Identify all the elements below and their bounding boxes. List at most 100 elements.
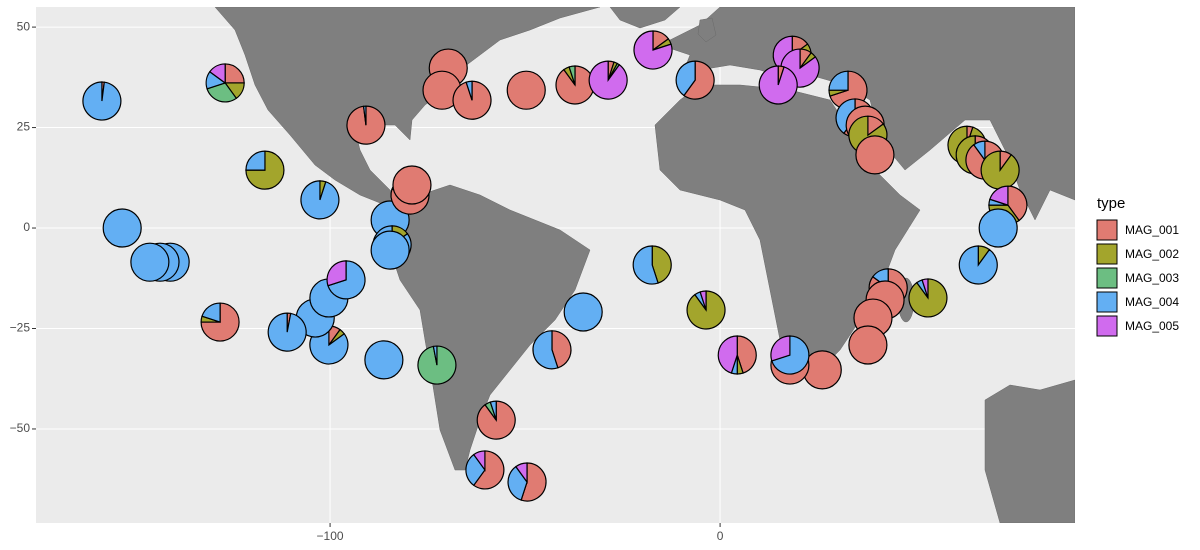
pie-slice	[828, 70, 849, 91]
pie	[980, 150, 1020, 190]
pie	[632, 245, 672, 285]
pie-slice	[507, 465, 528, 501]
pie-slice	[633, 30, 673, 70]
legend-label: MAG_003	[1125, 271, 1179, 285]
x-tick-label: 0	[717, 529, 724, 543]
pie	[588, 60, 628, 100]
legend-label: MAG_002	[1125, 247, 1179, 261]
pie-slice	[699, 290, 707, 311]
pie	[326, 260, 366, 300]
pie	[82, 81, 122, 121]
pie	[267, 312, 307, 352]
pie-slice	[465, 453, 486, 487]
pie-slice	[632, 245, 659, 285]
y-tick-label: 0	[23, 220, 30, 234]
y-tick-label: 50	[17, 19, 31, 33]
pie	[675, 60, 715, 100]
pie-slice	[958, 245, 998, 285]
legend: MAG_001 MAG_002 MAG_003 MAG_004 MAG_005	[1096, 219, 1179, 337]
pie-slice	[362, 105, 367, 126]
pie	[555, 65, 595, 105]
legend-label: MAG_005	[1125, 319, 1179, 333]
pie-slice	[921, 278, 929, 299]
pie-slice	[980, 150, 1020, 190]
pies	[82, 30, 1028, 502]
pie	[465, 450, 505, 490]
pie	[476, 400, 516, 440]
pie-slice	[848, 325, 888, 365]
pie-slice	[835, 98, 856, 135]
land	[214, 7, 1075, 523]
pie	[758, 65, 798, 105]
pie	[848, 325, 888, 365]
south-america	[389, 184, 591, 471]
pie-slice	[465, 80, 473, 101]
pie-slice	[758, 65, 798, 105]
pie-slice	[201, 302, 221, 323]
axes: −100 0 −50 −25 0 25 50	[10, 19, 724, 543]
legend-swatch	[1096, 243, 1118, 265]
pie	[633, 30, 673, 70]
pie	[200, 302, 240, 342]
pie-slice	[364, 340, 404, 380]
y-tick-label: −50	[10, 421, 31, 435]
pie-slice	[855, 135, 895, 175]
pie	[364, 340, 404, 380]
pie-slice	[370, 230, 410, 270]
pie	[686, 290, 726, 330]
pie-slice	[515, 462, 528, 484]
pie-slice	[651, 245, 672, 284]
legend-title: type	[1097, 195, 1125, 212]
pie-slice	[736, 335, 757, 374]
y-tick-label: 25	[17, 120, 31, 134]
pie-slice	[102, 208, 142, 248]
x-tick-label: −100	[317, 529, 344, 543]
pie	[346, 105, 386, 145]
pie-slice	[563, 292, 603, 332]
pie	[417, 345, 457, 385]
y-tick-label: −25	[10, 321, 31, 335]
legend-label: MAG_001	[1125, 223, 1179, 237]
pie-slice	[588, 60, 628, 100]
pie-slice	[551, 330, 572, 369]
pie-slice	[472, 450, 486, 472]
pie-slice	[989, 185, 1009, 206]
pie	[908, 278, 948, 318]
pie	[978, 208, 1018, 248]
pie-slice	[489, 400, 497, 421]
pie-slice	[200, 302, 240, 342]
pie	[507, 462, 547, 502]
pie	[717, 335, 757, 375]
pie	[370, 230, 410, 270]
pie	[452, 80, 492, 120]
pie	[130, 242, 170, 282]
pie	[958, 245, 998, 285]
pie	[300, 180, 340, 220]
pie-slice	[267, 312, 307, 352]
pie-slice	[245, 150, 266, 171]
pie-slice	[717, 335, 738, 374]
pie	[506, 70, 546, 110]
pie-slice	[206, 82, 238, 103]
legend-swatch	[1096, 291, 1118, 313]
pie-slice	[972, 140, 986, 162]
pie-slice	[300, 180, 340, 220]
pie	[102, 208, 142, 248]
pie-slice	[245, 150, 285, 190]
pie	[770, 335, 810, 375]
pie-slice	[130, 242, 170, 282]
legend-swatch	[1096, 267, 1118, 289]
pie-slice	[82, 81, 122, 121]
pie-slice	[1007, 185, 1028, 222]
legend-label: MAG_004	[1125, 295, 1179, 309]
australia	[984, 379, 1075, 523]
pie	[245, 150, 285, 190]
pie-slice	[208, 63, 226, 85]
pie-slice	[472, 450, 505, 490]
pie-slice	[326, 260, 347, 287]
pie-slice	[675, 60, 696, 97]
pie-slice	[770, 335, 791, 362]
pie	[532, 330, 572, 370]
legend-swatch	[1096, 315, 1118, 337]
